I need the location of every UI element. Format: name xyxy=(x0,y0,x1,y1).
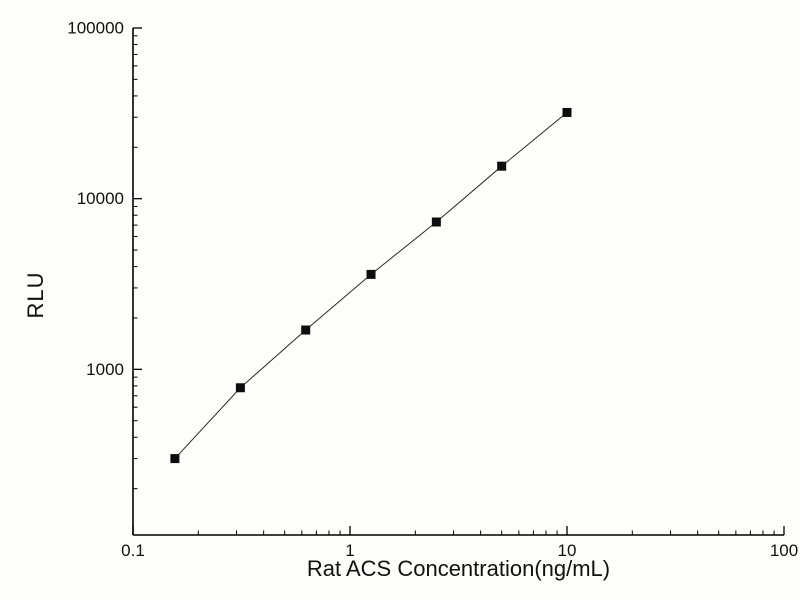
x-tick-label: 0.1 xyxy=(121,541,145,560)
data-point-marker xyxy=(431,217,441,227)
series-line xyxy=(174,112,568,459)
x-tick-label: 1 xyxy=(345,541,354,560)
data-point-marker xyxy=(366,269,376,279)
data-point-marker xyxy=(497,161,507,171)
x-tick-label: 100 xyxy=(770,541,798,560)
x-axis-title: Rat ACS Concentration(ng/mL) xyxy=(306,556,611,581)
y-tick-label: 100000 xyxy=(67,19,124,38)
data-point-marker xyxy=(562,107,572,117)
data-point-marker xyxy=(235,383,245,393)
y-axis-title: RLU xyxy=(23,271,48,319)
y-tick-label: 1000 xyxy=(86,360,124,379)
x-tick-label: 10 xyxy=(558,541,577,560)
y-tick-label: 10000 xyxy=(77,189,124,208)
data-point-marker xyxy=(170,454,180,464)
data-point-marker xyxy=(301,325,311,335)
